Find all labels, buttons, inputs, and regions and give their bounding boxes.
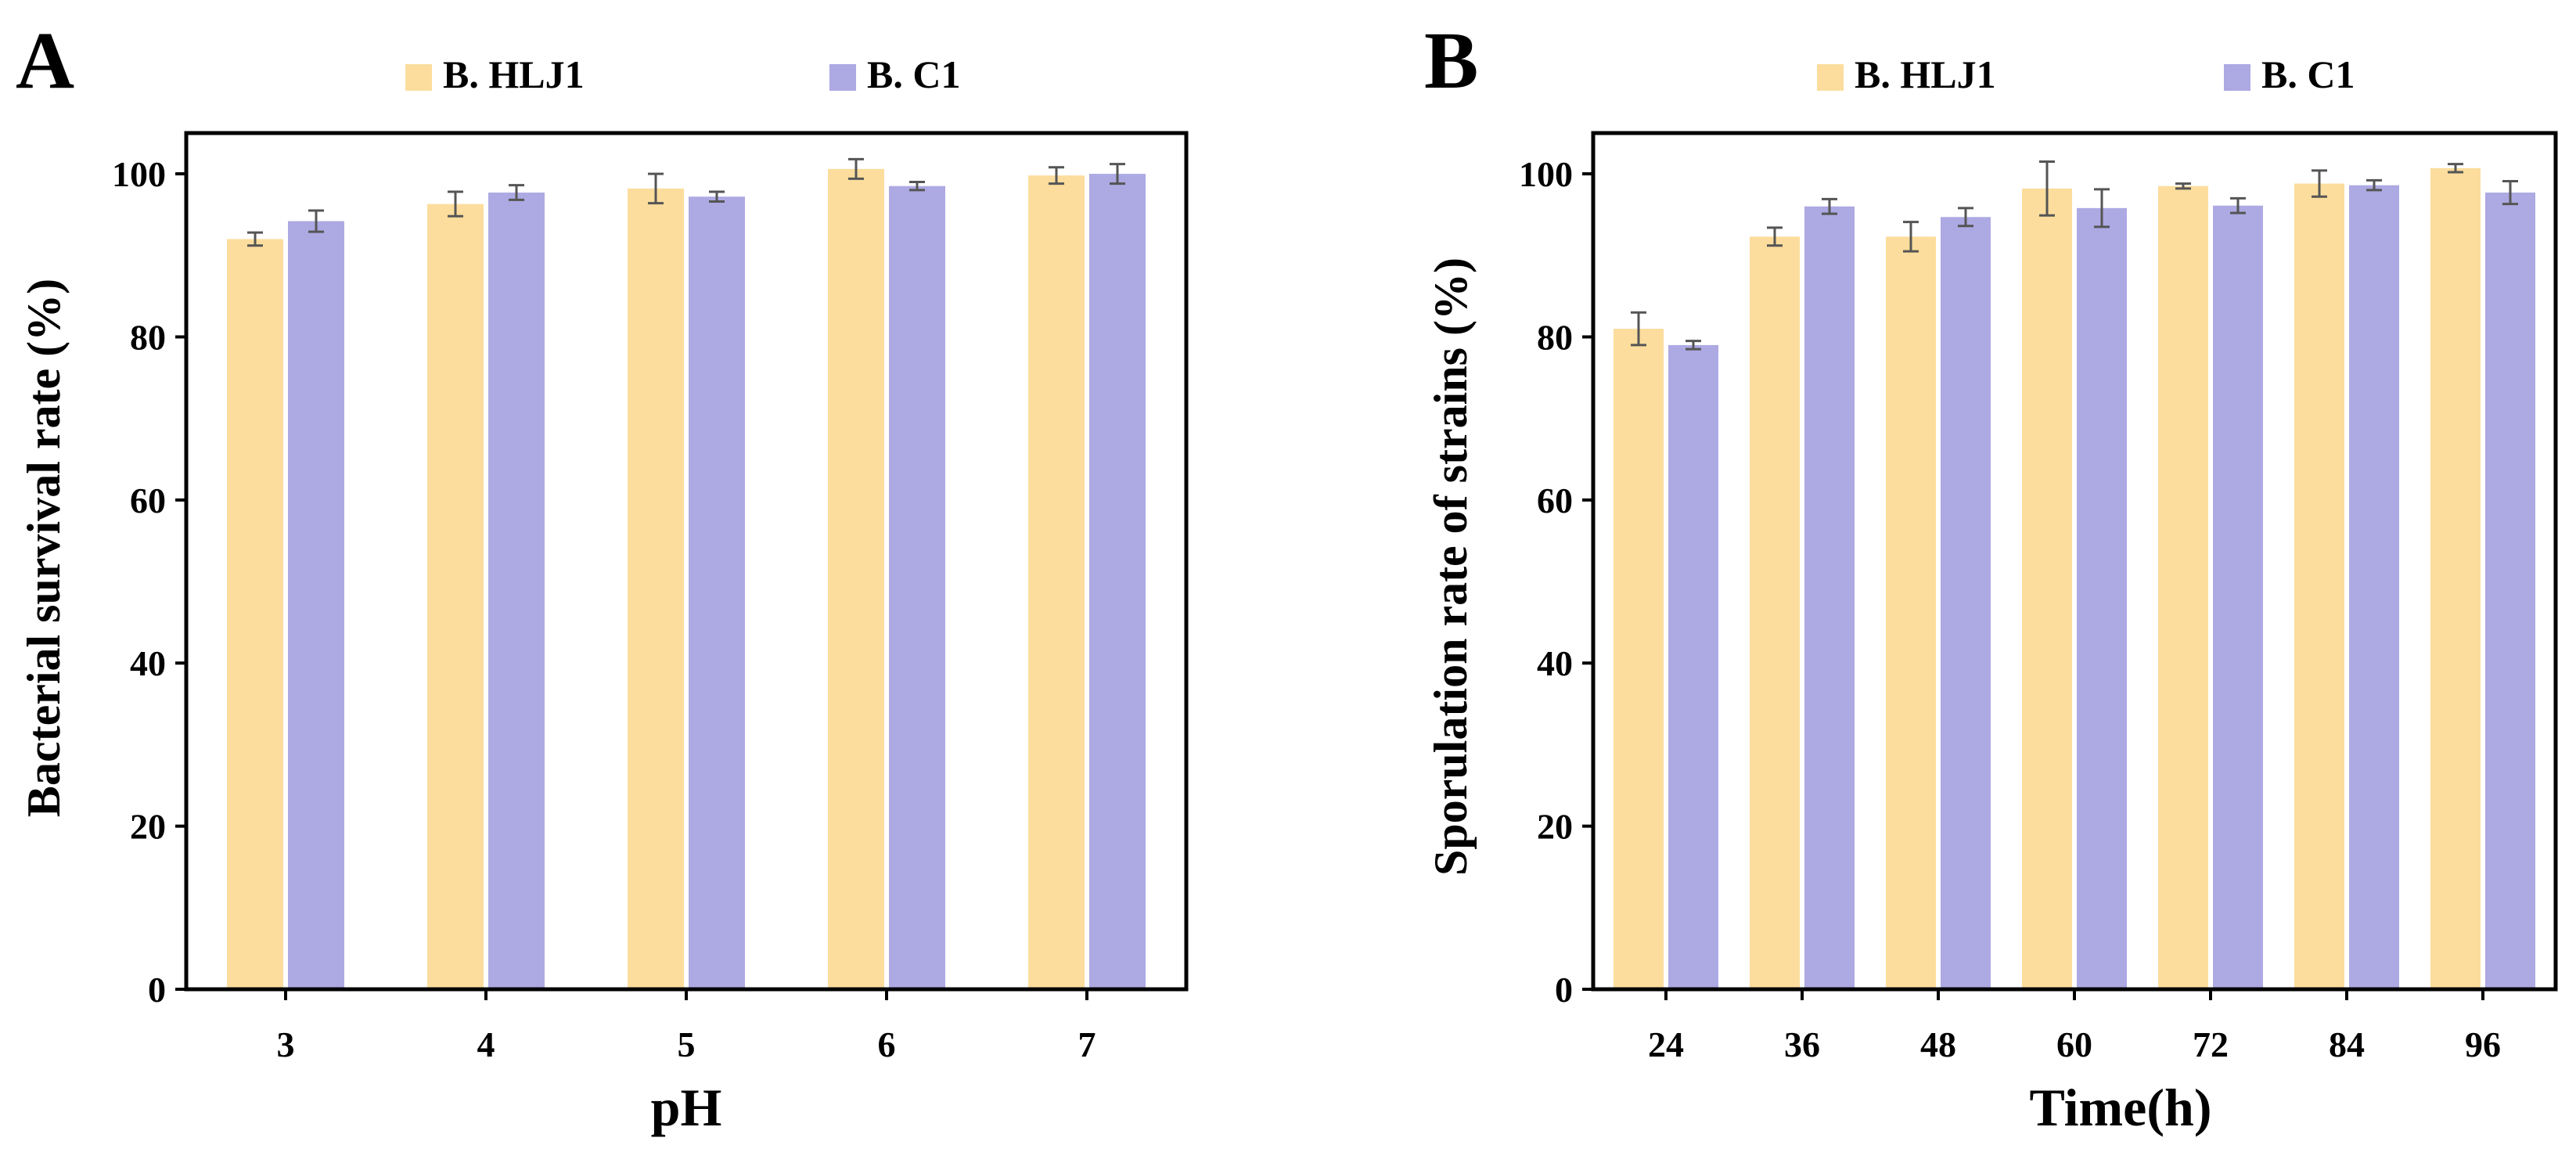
panel-b-xtick-label-60: 60 [2056,1024,2092,1064]
panel-a-xtick-label-6: 6 [878,1024,896,1064]
panel-b-bar-s1-24 [1668,344,1718,989]
panel-a-bar-s0-5 [628,188,684,990]
panel-a-xtick-label-7: 7 [1078,1024,1096,1064]
panel-a-letter: A [16,16,74,106]
panel-a-plot: 3 4 5 6 7 0 20 40 60 80 100 [112,131,1189,1064]
panel-a-xlabel: pH [651,1078,722,1137]
panel-b-bar-s0-60 [2022,188,2072,990]
panel-b-bar-s1-48 [1941,217,1991,990]
panel-a-xtick-label-4: 4 [477,1024,495,1064]
panel-b-ytick-label-100: 100 [1519,154,1573,194]
panel-b-legend-swatch-hlj1 [1817,64,1844,91]
panel-b-bar-s1-96 [2485,193,2535,989]
panel-a-ytick-label-60: 60 [130,481,166,520]
panel-b-bar-s0-72 [2158,185,2208,989]
panel-b-ytick-label-40: 40 [1537,643,1573,683]
panel-a-legend-label-c1: B. C1 [867,52,960,96]
panel-b-xlabel: Time(h) [2030,1078,2212,1137]
panel-b-bar-s1-72 [2213,205,2263,990]
panel-b-bar-s1-36 [1804,206,1855,989]
panel-b-xtick-label-48: 48 [1920,1024,1956,1064]
panel-a-bar-s0-4 [427,203,484,989]
panel-b-xtick-label-96: 96 [2465,1024,2501,1064]
panel-a-bar-s1-4 [488,193,545,989]
panel-b-bar-s1-84 [2349,185,2399,990]
panel-b: B B. HLJ1 B. C1 24 36 48 60 72 84 96 0 20 40 60 80 1… [1424,16,2558,1137]
panel-b-ytick-label-60: 60 [1537,481,1573,520]
panel-b-legend-label-c1: B. C1 [2261,52,2355,96]
panel-a-bar-s0-3 [227,239,283,989]
panel-a-bar-s1-3 [288,221,344,989]
panel-b-xtick-label-36: 36 [1784,1024,1820,1064]
panel-b-bar-s0-48 [1886,236,1936,989]
panel-a-ytick-label-40: 40 [130,643,166,683]
panel-a-legend-label-hlj1: B. HLJ1 [443,52,585,96]
panel-a-bar-s0-6 [828,168,884,990]
panel-a: A B. HLJ1 B. C1 3 4 5 6 7 0 20 40 60 80 100 Bacter… [16,16,1189,1137]
panel-b-plot: 24 36 48 60 72 84 96 0 20 40 60 80 100 [1519,131,2558,1064]
panel-b-legend: B. HLJ1 B. C1 [1817,52,2355,96]
panel-b-xtick-label-84: 84 [2329,1024,2365,1064]
panel-a-plot-frame [184,131,1189,992]
panel-a-ytick-label-80: 80 [130,317,166,357]
panel-b-legend-swatch-c1 [2224,64,2250,91]
panel-b-xtick-label-72: 72 [2193,1024,2229,1064]
panel-a-bar-s1-7 [1089,174,1146,990]
panel-b-plot-frame [1591,131,2558,992]
panel-b-ytick-label-0: 0 [1555,970,1573,1010]
panel-a-ytick-label-100: 100 [112,154,166,194]
panel-b-bar-s0-24 [1614,329,1664,989]
panel-b-letter: B [1424,16,1478,106]
panel-b-ytick-label-80: 80 [1537,317,1573,357]
panel-a-legend-swatch-hlj1 [405,64,432,91]
panel-a-bar-s1-6 [889,185,945,989]
panel-b-bar-s0-96 [2430,167,2481,990]
panel-a-ytick-label-20: 20 [130,807,166,847]
panel-b-ytick-label-20: 20 [1537,807,1573,847]
panel-b-bar-s0-84 [2294,183,2344,989]
panel-a-xtick-label-5: 5 [678,1024,696,1064]
panel-a-ytick-label-0: 0 [148,970,166,1010]
panel-b-bar-s1-60 [2077,207,2127,989]
panel-a-bar-s1-5 [689,196,745,990]
panel-a-ylabel: Bacterial survival rate (%) [18,279,70,817]
panel-b-legend-label-hlj1: B. HLJ1 [1855,52,1996,96]
panel-b-ylabel: Sporulation rate of strains (%) [1425,257,1477,876]
panel-a-xtick-label-3: 3 [277,1024,295,1064]
panel-a-legend-swatch-c1 [829,64,856,91]
panel-a-bar-s0-7 [1028,175,1085,989]
panel-b-bar-s0-36 [1750,236,1800,989]
panel-a-legend: B. HLJ1 B. C1 [405,52,960,96]
panel-b-xtick-label-24: 24 [1648,1024,1684,1064]
